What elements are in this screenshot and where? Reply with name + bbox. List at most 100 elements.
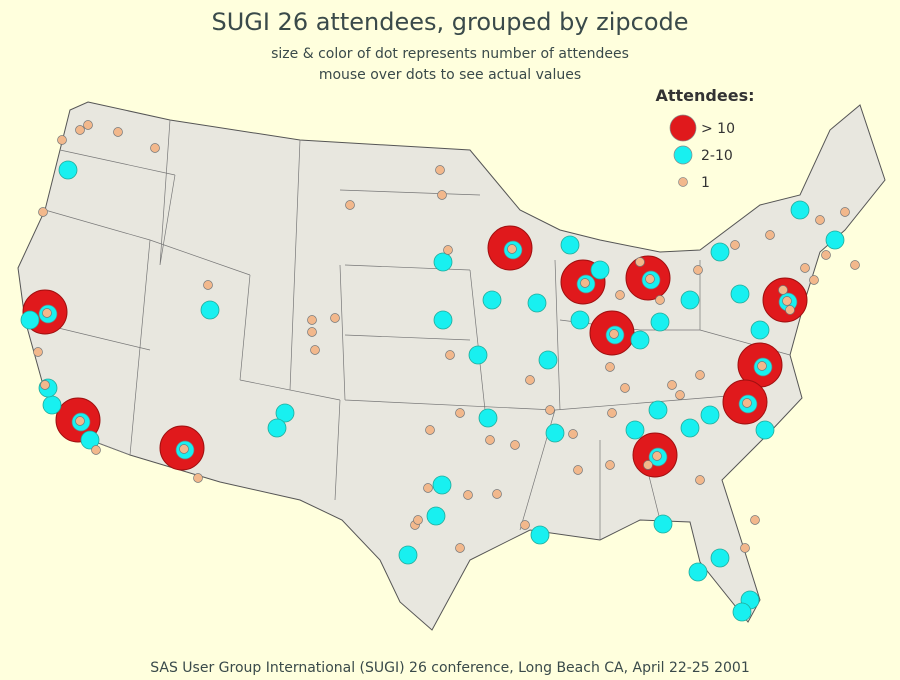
dot-medium[interactable] bbox=[680, 290, 700, 310]
dot-medium[interactable] bbox=[653, 514, 673, 534]
dot-small[interactable] bbox=[580, 278, 590, 288]
dot-medium[interactable] bbox=[750, 320, 770, 340]
dot-small[interactable] bbox=[730, 240, 740, 250]
dot-medium[interactable] bbox=[275, 403, 295, 423]
dot-small[interactable] bbox=[310, 345, 320, 355]
dot-small[interactable] bbox=[413, 515, 423, 525]
dot-small[interactable] bbox=[443, 245, 453, 255]
dot-small[interactable] bbox=[645, 274, 655, 284]
dot-small[interactable] bbox=[83, 120, 93, 130]
dot-small[interactable] bbox=[455, 408, 465, 418]
dot-medium[interactable] bbox=[433, 310, 453, 330]
dot-medium[interactable] bbox=[478, 408, 498, 428]
dot-small[interactable] bbox=[605, 460, 615, 470]
dot-medium[interactable] bbox=[650, 312, 670, 332]
dot-small[interactable] bbox=[675, 390, 685, 400]
dot-small[interactable] bbox=[620, 383, 630, 393]
dot-medium[interactable] bbox=[625, 420, 645, 440]
dot-small[interactable] bbox=[695, 475, 705, 485]
dot-medium[interactable] bbox=[732, 602, 752, 622]
dot-small[interactable] bbox=[330, 313, 340, 323]
dot-small[interactable] bbox=[437, 190, 447, 200]
dot-medium[interactable] bbox=[825, 230, 845, 250]
dot-small[interactable] bbox=[492, 489, 502, 499]
dot-small[interactable] bbox=[75, 416, 85, 426]
dot-small[interactable] bbox=[568, 429, 578, 439]
dot-small[interactable] bbox=[740, 543, 750, 553]
dot-small[interactable] bbox=[609, 329, 619, 339]
dot-small[interactable] bbox=[57, 135, 67, 145]
dot-small[interactable] bbox=[652, 451, 662, 461]
dot-small[interactable] bbox=[203, 280, 213, 290]
dot-small[interactable] bbox=[785, 305, 795, 315]
dot-medium[interactable] bbox=[398, 545, 418, 565]
dot-small[interactable] bbox=[695, 370, 705, 380]
dot-small[interactable] bbox=[463, 490, 473, 500]
dot-small[interactable] bbox=[615, 290, 625, 300]
dot-medium[interactable] bbox=[688, 562, 708, 582]
dot-medium[interactable] bbox=[432, 475, 452, 495]
dot-small[interactable] bbox=[757, 361, 767, 371]
dot-small[interactable] bbox=[607, 408, 617, 418]
dot-small[interactable] bbox=[425, 425, 435, 435]
dot-small[interactable] bbox=[800, 263, 810, 273]
dot-small[interactable] bbox=[573, 465, 583, 475]
dot-small[interactable] bbox=[655, 295, 665, 305]
dot-small[interactable] bbox=[525, 375, 535, 385]
dot-small[interactable] bbox=[605, 362, 615, 372]
dot-medium[interactable] bbox=[433, 252, 453, 272]
dot-medium[interactable] bbox=[630, 330, 650, 350]
dot-medium[interactable] bbox=[20, 310, 40, 330]
dot-medium[interactable] bbox=[700, 405, 720, 425]
dot-small[interactable] bbox=[113, 127, 123, 137]
dot-small[interactable] bbox=[150, 143, 160, 153]
dot-small[interactable] bbox=[423, 483, 433, 493]
dot-medium[interactable] bbox=[58, 160, 78, 180]
dot-small[interactable] bbox=[345, 200, 355, 210]
dot-small[interactable] bbox=[193, 473, 203, 483]
dot-medium[interactable] bbox=[710, 242, 730, 262]
dot-small[interactable] bbox=[307, 327, 317, 337]
dot-small[interactable] bbox=[455, 543, 465, 553]
dot-small[interactable] bbox=[40, 380, 50, 390]
dot-small[interactable] bbox=[520, 520, 530, 530]
dot-medium[interactable] bbox=[560, 235, 580, 255]
dot-medium[interactable] bbox=[590, 260, 610, 280]
dot-small[interactable] bbox=[821, 250, 831, 260]
dot-small[interactable] bbox=[667, 380, 677, 390]
dot-medium[interactable] bbox=[527, 293, 547, 313]
dot-small[interactable] bbox=[307, 315, 317, 325]
dot-medium[interactable] bbox=[755, 420, 775, 440]
dot-small[interactable] bbox=[742, 398, 752, 408]
dot-small[interactable] bbox=[33, 347, 43, 357]
dot-small[interactable] bbox=[850, 260, 860, 270]
dot-small[interactable] bbox=[765, 230, 775, 240]
dot-medium[interactable] bbox=[482, 290, 502, 310]
dot-medium[interactable] bbox=[426, 506, 446, 526]
dot-small[interactable] bbox=[750, 515, 760, 525]
dot-medium[interactable] bbox=[545, 423, 565, 443]
dot-small[interactable] bbox=[91, 445, 101, 455]
dot-small[interactable] bbox=[809, 275, 819, 285]
dot-medium[interactable] bbox=[570, 310, 590, 330]
dot-small[interactable] bbox=[815, 215, 825, 225]
dot-medium[interactable] bbox=[538, 350, 558, 370]
dot-small[interactable] bbox=[693, 265, 703, 275]
dot-small[interactable] bbox=[545, 405, 555, 415]
dot-small[interactable] bbox=[778, 285, 788, 295]
dot-medium[interactable] bbox=[730, 284, 750, 304]
dot-small[interactable] bbox=[643, 460, 653, 470]
dot-small[interactable] bbox=[510, 440, 520, 450]
dot-medium[interactable] bbox=[200, 300, 220, 320]
dot-medium[interactable] bbox=[710, 548, 730, 568]
dot-medium[interactable] bbox=[42, 395, 62, 415]
dot-small[interactable] bbox=[840, 207, 850, 217]
dot-small[interactable] bbox=[782, 296, 792, 306]
dot-medium[interactable] bbox=[680, 418, 700, 438]
dot-small[interactable] bbox=[42, 308, 52, 318]
dot-small[interactable] bbox=[179, 444, 189, 454]
dot-medium[interactable] bbox=[648, 400, 668, 420]
dot-medium[interactable] bbox=[790, 200, 810, 220]
dot-small[interactable] bbox=[75, 125, 85, 135]
dot-small[interactable] bbox=[485, 435, 495, 445]
